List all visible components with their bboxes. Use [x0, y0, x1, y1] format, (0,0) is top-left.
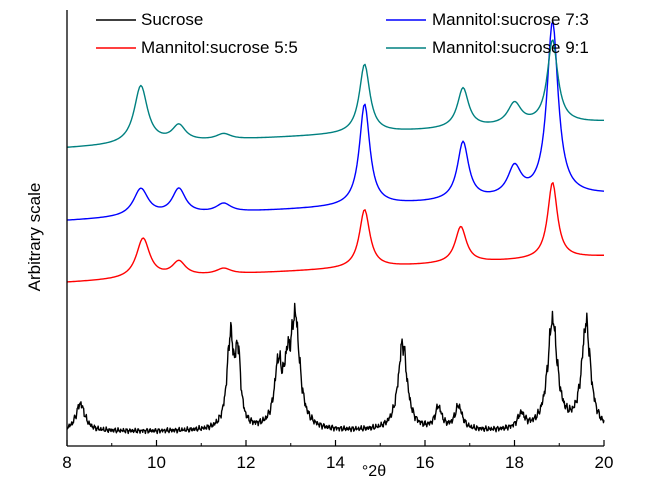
x-tick-label: 20: [595, 453, 614, 472]
legend: Sucrose Mannitol:sucrose 5:5 Mannitol:su…: [96, 10, 589, 57]
x-axis-label-symbol: 2θ: [368, 463, 386, 480]
legend-entry-mannitol-9-1: Mannitol:sucrose 9:1: [386, 38, 589, 57]
y-axis-label: Arbitrary scale: [25, 183, 44, 292]
series-line-mannitol-sucrose-7-3: [66, 21, 605, 221]
x-axis-label-degree: °: [362, 463, 368, 480]
x-tick-label: 10: [147, 453, 166, 472]
x-tick-label: 12: [237, 453, 256, 472]
x-tick-label: 16: [416, 453, 435, 472]
x-tick-label: 8: [62, 453, 71, 472]
x-axis-label: °2θ: [362, 463, 386, 480]
series-line-mannitol-sucrose-5-5: [66, 181, 605, 283]
legend-label-mannitol-5-5: Mannitol:sucrose 5:5: [141, 38, 298, 57]
legend-entry-sucrose: Sucrose: [96, 10, 203, 29]
legend-label-mannitol-9-1: Mannitol:sucrose 9:1: [432, 38, 589, 57]
legend-label-sucrose: Sucrose: [141, 10, 203, 29]
legend-entry-mannitol-5-5: Mannitol:sucrose 5:5: [96, 38, 298, 57]
x-tick-label: 18: [505, 453, 524, 472]
series-line-mannitol-sucrose-9-1: [66, 39, 605, 148]
x-tick-layer: 8 10 12 14 16 18 20: [62, 440, 613, 472]
series-line-sucrose: [66, 302, 605, 435]
legend-entry-mannitol-7-3: Mannitol:sucrose 7:3: [386, 10, 589, 29]
x-tick-label: 14: [326, 453, 345, 472]
series-layer: [66, 21, 605, 435]
legend-label-mannitol-7-3: Mannitol:sucrose 7:3: [432, 10, 589, 29]
